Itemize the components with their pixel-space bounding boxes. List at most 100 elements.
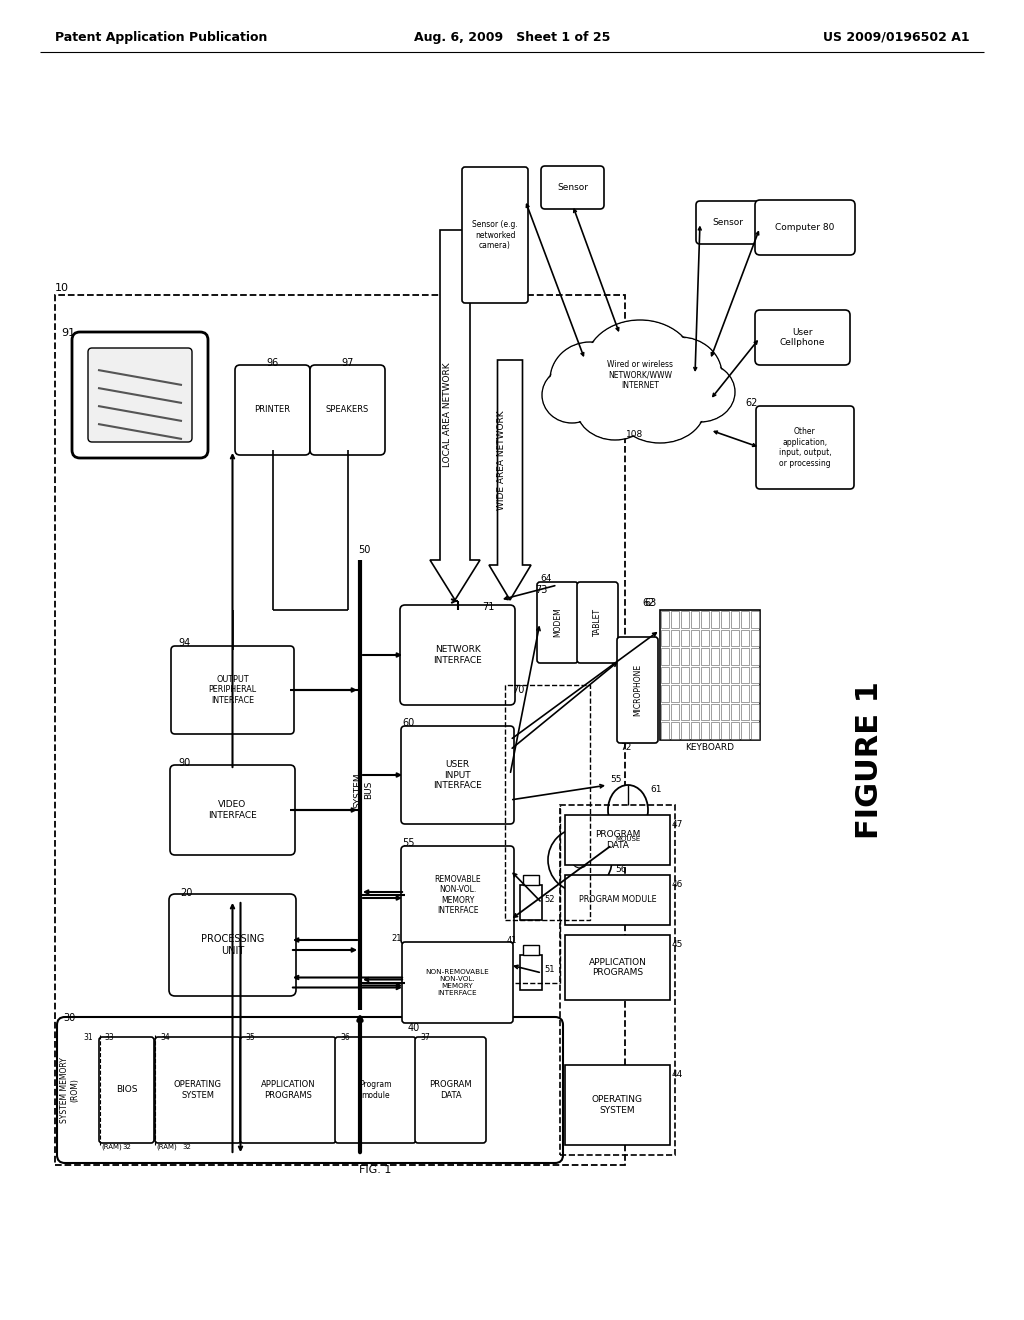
Text: PROCESSING
UNIT: PROCESSING UNIT [201,935,264,956]
Text: SYSTEM MEMORY
(ROM): SYSTEM MEMORY (ROM) [60,1057,80,1123]
Text: 47: 47 [672,820,683,829]
Bar [711,685,719,702]
Bar [741,685,749,702]
Bar [741,722,749,739]
Bar [731,611,739,627]
Text: US 2009/0196502 A1: US 2009/0196502 A1 [823,30,970,44]
Bar [741,611,749,627]
Bar [681,685,689,702]
FancyBboxPatch shape [169,894,296,997]
Text: NON-REMOVABLE
NON-VOL.
MEMORY
INTERFACE: NON-REMOVABLE NON-VOL. MEMORY INTERFACE [426,969,489,997]
Text: PROGRAM
DATA: PROGRAM DATA [429,1080,472,1100]
Bar [691,704,699,721]
Text: Sensor: Sensor [712,218,743,227]
Ellipse shape [665,362,735,422]
Text: USER
INPUT
INTERFACE: USER INPUT INTERFACE [433,760,482,789]
Text: PROGRAM
DATA: PROGRAM DATA [595,830,640,850]
Ellipse shape [615,374,705,444]
Ellipse shape [550,342,630,418]
Bar [721,667,729,684]
Bar [721,722,729,739]
Bar [662,667,669,684]
Text: OUTPUT
PERIPHERAL
INTERFACE: OUTPUT PERIPHERAL INTERFACE [209,675,257,705]
Text: 31: 31 [83,1034,92,1041]
Bar [701,667,709,684]
Ellipse shape [586,321,694,409]
FancyBboxPatch shape [170,766,295,855]
Bar [660,610,760,741]
Bar [701,722,709,739]
FancyBboxPatch shape [155,1038,241,1143]
FancyBboxPatch shape [234,366,310,455]
Text: APPLICATION
PROGRAMS: APPLICATION PROGRAMS [261,1080,315,1100]
Text: PRINTER: PRINTER [255,405,291,414]
Bar [681,611,689,627]
Bar [671,704,679,721]
Bar [731,648,739,665]
Text: 41: 41 [507,936,517,945]
Circle shape [572,851,588,869]
Text: WIDE AREA NETWORK: WIDE AREA NETWORK [498,411,507,510]
Bar [731,667,739,684]
FancyBboxPatch shape [755,201,855,255]
Bar [565,814,670,865]
Bar [671,648,679,665]
FancyBboxPatch shape [171,645,294,734]
Ellipse shape [639,338,721,412]
FancyBboxPatch shape [401,726,514,824]
Ellipse shape [638,337,722,413]
Bar [523,875,539,884]
Bar [565,875,670,925]
Text: Computer 80: Computer 80 [775,223,835,232]
Text: APPLICATION
PROGRAMS: APPLICATION PROGRAMS [589,958,646,977]
FancyBboxPatch shape [72,333,208,458]
Text: BIOS: BIOS [116,1085,137,1094]
FancyBboxPatch shape [400,605,515,705]
Text: OPERATING
SYSTEM: OPERATING SYSTEM [592,1096,643,1114]
Ellipse shape [616,374,705,442]
Text: 91: 91 [60,327,75,338]
Bar [691,685,699,702]
FancyBboxPatch shape [541,166,604,209]
Text: 64: 64 [540,574,551,583]
Text: 51: 51 [544,965,555,974]
Bar [662,630,669,647]
Bar [701,630,709,647]
Text: VIDEO
INTERFACE: VIDEO INTERFACE [208,800,257,820]
Ellipse shape [666,363,734,421]
Text: 108: 108 [627,430,644,440]
Bar [711,648,719,665]
Bar [671,611,679,627]
Bar [662,704,669,721]
Text: Sensor (e.g.
networked
camera): Sensor (e.g. networked camera) [472,220,518,249]
Bar [711,630,719,647]
Text: SYSTEM
BUS: SYSTEM BUS [353,772,373,808]
Text: FIG. 1: FIG. 1 [358,1166,391,1175]
Text: 35: 35 [245,1034,255,1041]
Text: MODEM: MODEM [553,607,562,638]
Bar [671,722,679,739]
Bar [523,945,539,954]
Bar [751,685,759,702]
FancyBboxPatch shape [755,310,850,366]
Bar [751,667,759,684]
Text: 21: 21 [391,935,402,942]
Text: 55: 55 [402,838,415,847]
Bar [662,685,669,702]
Text: 52: 52 [544,895,555,904]
Bar [741,704,749,721]
Bar [741,630,749,647]
Bar [701,704,709,721]
Bar [681,667,689,684]
Ellipse shape [551,343,629,417]
Text: PROGRAM MODULE: PROGRAM MODULE [579,895,656,904]
FancyBboxPatch shape [696,201,759,244]
Bar [691,611,699,627]
Bar [751,704,759,721]
Text: Aug. 6, 2009   Sheet 1 of 25: Aug. 6, 2009 Sheet 1 of 25 [414,30,610,44]
Bar [691,630,699,647]
Text: 34: 34 [160,1034,170,1041]
Text: FIGURE 1: FIGURE 1 [855,681,885,840]
Text: 44: 44 [672,1071,683,1078]
FancyBboxPatch shape [537,582,578,663]
